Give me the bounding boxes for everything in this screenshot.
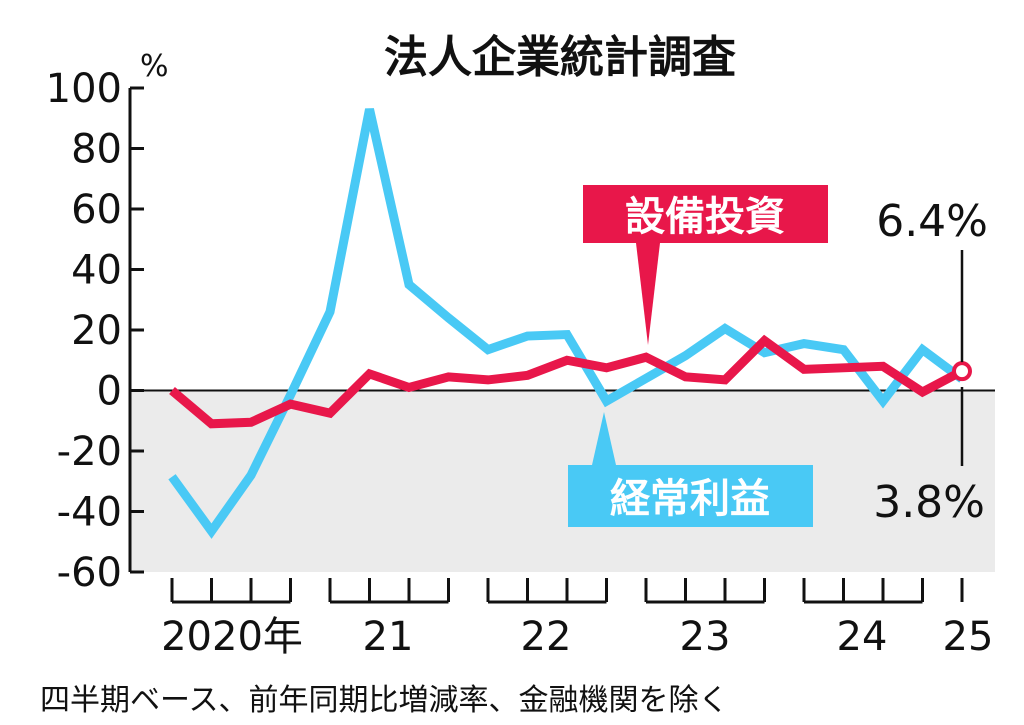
footnote: 四半期ベース、前年同期比増減率、金融機関を除く [40,683,729,718]
x-tick-label: 22 [521,614,572,660]
series-line-capex [169,334,965,429]
y-tick-label: 20 [71,308,122,354]
y-tick-label: -60 [57,550,122,596]
x-tick-labels: 2020年 21 22 23 24 25 [161,614,993,660]
end-labels: 6.4% 3.8% [873,196,988,528]
x-tick-label: 24 [837,614,888,660]
y-tick-label: 80 [71,127,122,173]
series-label-capex: 設備投資 [625,194,785,240]
y-tick-label: -20 [57,429,122,475]
y-tick-label: 40 [71,248,122,294]
y-tick-label: 100 [46,66,122,112]
x-tick-label: 21 [363,614,414,660]
axes [128,86,995,604]
y-tick-labels: 100 80 60 40 20 0 -20 -40 -60 [46,66,122,596]
series-label-box-capex [583,185,828,243]
chart-title: 法人企業統計調査 [384,32,736,83]
series-label-pointer-capex [636,243,660,345]
y-tick-label: 0 [97,369,122,415]
series-label-profit: 経常利益 [610,476,770,522]
series-lines [168,108,972,539]
series-line-profit [168,108,965,539]
x-tick-label: 2020年 [161,614,303,660]
end-label-profit: 3.8% [873,477,985,528]
y-tick-label: 60 [71,187,122,233]
last-point-marker [952,361,972,382]
x-tick-label: 23 [680,614,731,660]
series-label-box-profit [568,465,813,527]
y-tick-label: -40 [57,490,122,536]
y-unit-label: % [140,49,169,84]
end-label-capex: 6.4% [876,196,988,247]
series-label-pointer-profit [592,412,616,465]
x-tick-label: 25 [943,614,994,660]
